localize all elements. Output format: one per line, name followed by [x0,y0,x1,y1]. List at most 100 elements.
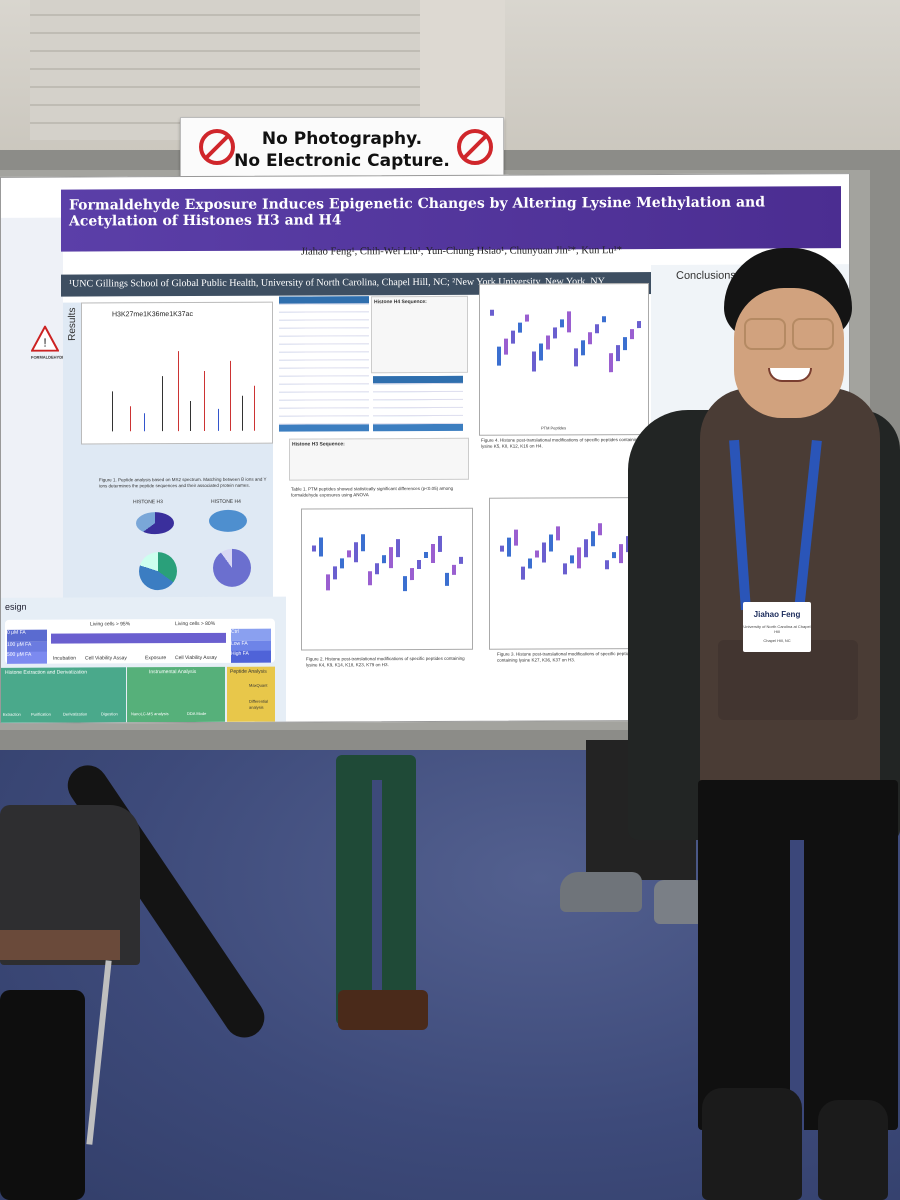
ms-plot-title: H3K27me1K36me1K37ac [112,311,193,319]
peptide-title: Peptide Analysis [230,668,267,675]
extraction-step3: Derivatization [63,711,88,717]
peptide-step1: MaxQuant [249,682,268,688]
figure4-boxplot [479,283,649,436]
exposure-label: Exposure [145,655,167,662]
glasses-icon [792,318,834,350]
donut-chart [213,548,251,587]
boxplot-box [518,322,522,333]
boxplot-box [452,564,456,575]
boxplot-box [549,534,553,552]
figure2-caption: Figure 2. Histone post-translational mod… [306,655,465,668]
instrument-step1: NanoLC-MS analysis [131,711,169,717]
histone-h3-label: HISTONE H3 [133,499,163,506]
dose-0: 0 μM FA [7,629,47,642]
boxplot-box [521,566,525,580]
anova-table-h3 [279,296,369,432]
boxplot-box [574,348,578,367]
boxplot-box [403,576,407,592]
ctrl-label: Ctrl [231,628,271,641]
hoodie-pocket [718,640,858,720]
poster-title-bar: Formaldehyde Exposure Induces Epigenetic… [61,186,841,252]
boxplot-box [354,542,358,563]
boxplot-box [553,327,557,339]
boxplot-box [525,314,529,322]
boxplot-box [567,311,571,333]
boxplot-box [368,571,372,586]
extraction-panel: Histone Extraction and Derivatization Ex… [1,667,126,723]
presenter-face [734,288,844,418]
presenter-boot [818,1100,888,1200]
histone-h3-seq-label: Histone H3 Sequence: [292,441,345,448]
boxplot-box [514,529,518,546]
boxplot-box [602,316,606,323]
sign-text: No Photography. No Electronic Capture. [221,128,463,172]
figure4-caption: Figure 4. Histone post-translational mod… [481,437,640,449]
leg-gap [790,840,804,1130]
brick-wall [30,0,420,140]
sneaker [560,872,642,912]
boxplot-box [556,526,560,541]
boxplot-box [347,550,351,558]
boxplot-box [459,556,463,564]
table1-caption: Table 1. PTM peptides showed statistical… [291,485,454,498]
boxplot-box [581,340,585,356]
boxplot-box [389,547,393,569]
boxplot-box [417,560,421,570]
boxplot-box [375,563,379,575]
boxplot-box [333,566,337,580]
conclusions-title: Conclusions [676,269,736,282]
boxplot-box [630,329,634,340]
name-badge: Jiahao Feng University of North Carolina… [743,602,811,652]
boxplot-box [497,346,501,366]
boxplot-box [424,551,428,559]
extraction-step1: Extraction [3,711,21,717]
boxplot-box [490,309,494,316]
boxplot-box [532,351,536,372]
boxplot-box [319,537,323,557]
boxplot-box [326,574,330,591]
sign-line2: No Electronic Capture. [234,151,450,171]
badge-name: Jiahao Feng [753,610,801,619]
boxplot-box [504,338,508,355]
extraction-step2: Purification [31,711,51,717]
boxplot-box [616,345,620,362]
presenter-hoodie [700,388,880,798]
boxplot-box [539,343,543,361]
anova-table-h4 [373,375,463,432]
boxplot-box [542,542,546,563]
boxplot-box [570,555,574,564]
leg-gap [372,780,382,1020]
peptide-panel: Peptide Analysis MaxQuant Differential a… [227,666,275,722]
badge-org: University of North Carolina at Chapel H… [743,624,811,634]
living-cells-95: Living cells > 95% [90,621,131,628]
histone-h3-sequence-box: Histone H3 Sequence: [289,437,469,481]
timeline-bar [51,632,226,644]
ms2-spectrum-plot: H3K27me1K36me1K37ac [81,301,273,445]
donut-chart [139,552,177,591]
instrumental-panel: Instrumental Analysis NanoLC-MS analysis… [127,666,225,723]
chair-seat [0,930,120,960]
boxplot-box [312,545,316,552]
brown-shoes [338,990,428,1030]
histone-h4-seq-label: Histone H4 Sequence: [374,298,427,306]
dose-500: 500 μM FA [7,651,47,664]
boxplot-box [623,337,627,351]
instrumental-title: Instrumental Analysis [149,668,197,676]
boxplot-box [560,319,564,328]
svg-text:!: ! [43,336,46,350]
boxplot-box [396,539,400,558]
viability-label-2: Cell Viability Assay [175,654,217,662]
boxplot-box [361,534,365,552]
boxplot-box [591,531,595,547]
boxplot-box [511,330,515,344]
boxplot-box [598,523,602,536]
boxplot-box [500,545,504,552]
boxplot-box [577,547,581,569]
boxplot-box [546,335,550,350]
boxplot-box [605,560,609,570]
boxplot-box [535,550,539,558]
poster-title: Formaldehyde Exposure Induces Epigenetic… [69,194,766,230]
boxplot-box [619,544,623,564]
design-label: esign [5,601,27,612]
research-poster: Formaldehyde Exposure Induces Epigenetic… [0,173,850,724]
